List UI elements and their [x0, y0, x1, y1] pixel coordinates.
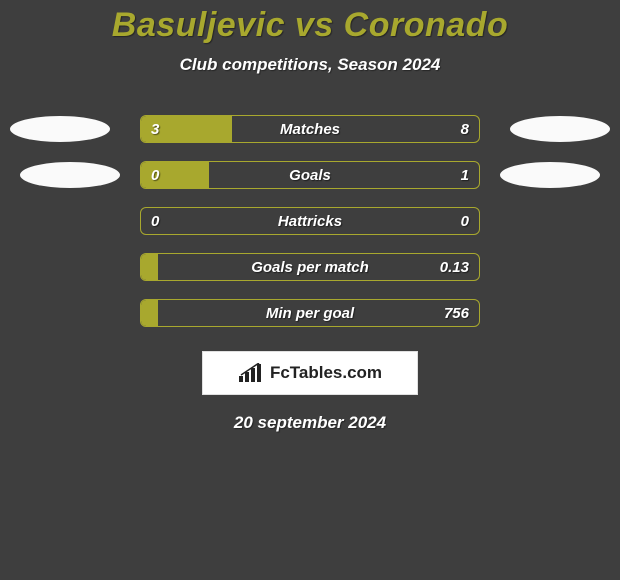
- stat-bar: 38Matches: [140, 115, 480, 143]
- stat-rows: 38Matches 01Goals 00Hattricks 0.13Goals per…: [0, 113, 620, 329]
- stat-row: 38Matches: [0, 113, 620, 145]
- stat-bar: 00Hattricks: [140, 207, 480, 235]
- stat-row: 0.13Goals per match: [0, 251, 620, 283]
- left-marker-ellipse: [20, 162, 120, 188]
- stat-label: Hattricks: [141, 208, 479, 234]
- date-label: 20 september 2024: [0, 413, 620, 433]
- right-marker-ellipse: [510, 116, 610, 142]
- source-badge[interactable]: FcTables.com: [202, 351, 418, 395]
- stat-bar: 0.13Goals per match: [140, 253, 480, 281]
- right-marker-ellipse: [500, 162, 600, 188]
- stat-bar: 756Min per goal: [140, 299, 480, 327]
- stat-label: Goals: [141, 162, 479, 188]
- left-marker-ellipse: [10, 116, 110, 142]
- page-title: Basuljevic vs Coronado: [0, 6, 620, 45]
- subtitle: Club competitions, Season 2024: [0, 55, 620, 75]
- stat-row: 01Goals: [0, 159, 620, 191]
- stat-bar: 01Goals: [140, 161, 480, 189]
- stat-label: Matches: [141, 116, 479, 142]
- stat-row: 756Min per goal: [0, 297, 620, 329]
- stat-row: 00Hattricks: [0, 205, 620, 237]
- bar-chart-icon: [238, 363, 264, 383]
- source-badge-label: FcTables.com: [270, 363, 382, 383]
- stat-label: Min per goal: [141, 300, 479, 326]
- stat-label: Goals per match: [141, 254, 479, 280]
- comparison-card: Basuljevic vs Coronado Club competitions…: [0, 0, 620, 433]
